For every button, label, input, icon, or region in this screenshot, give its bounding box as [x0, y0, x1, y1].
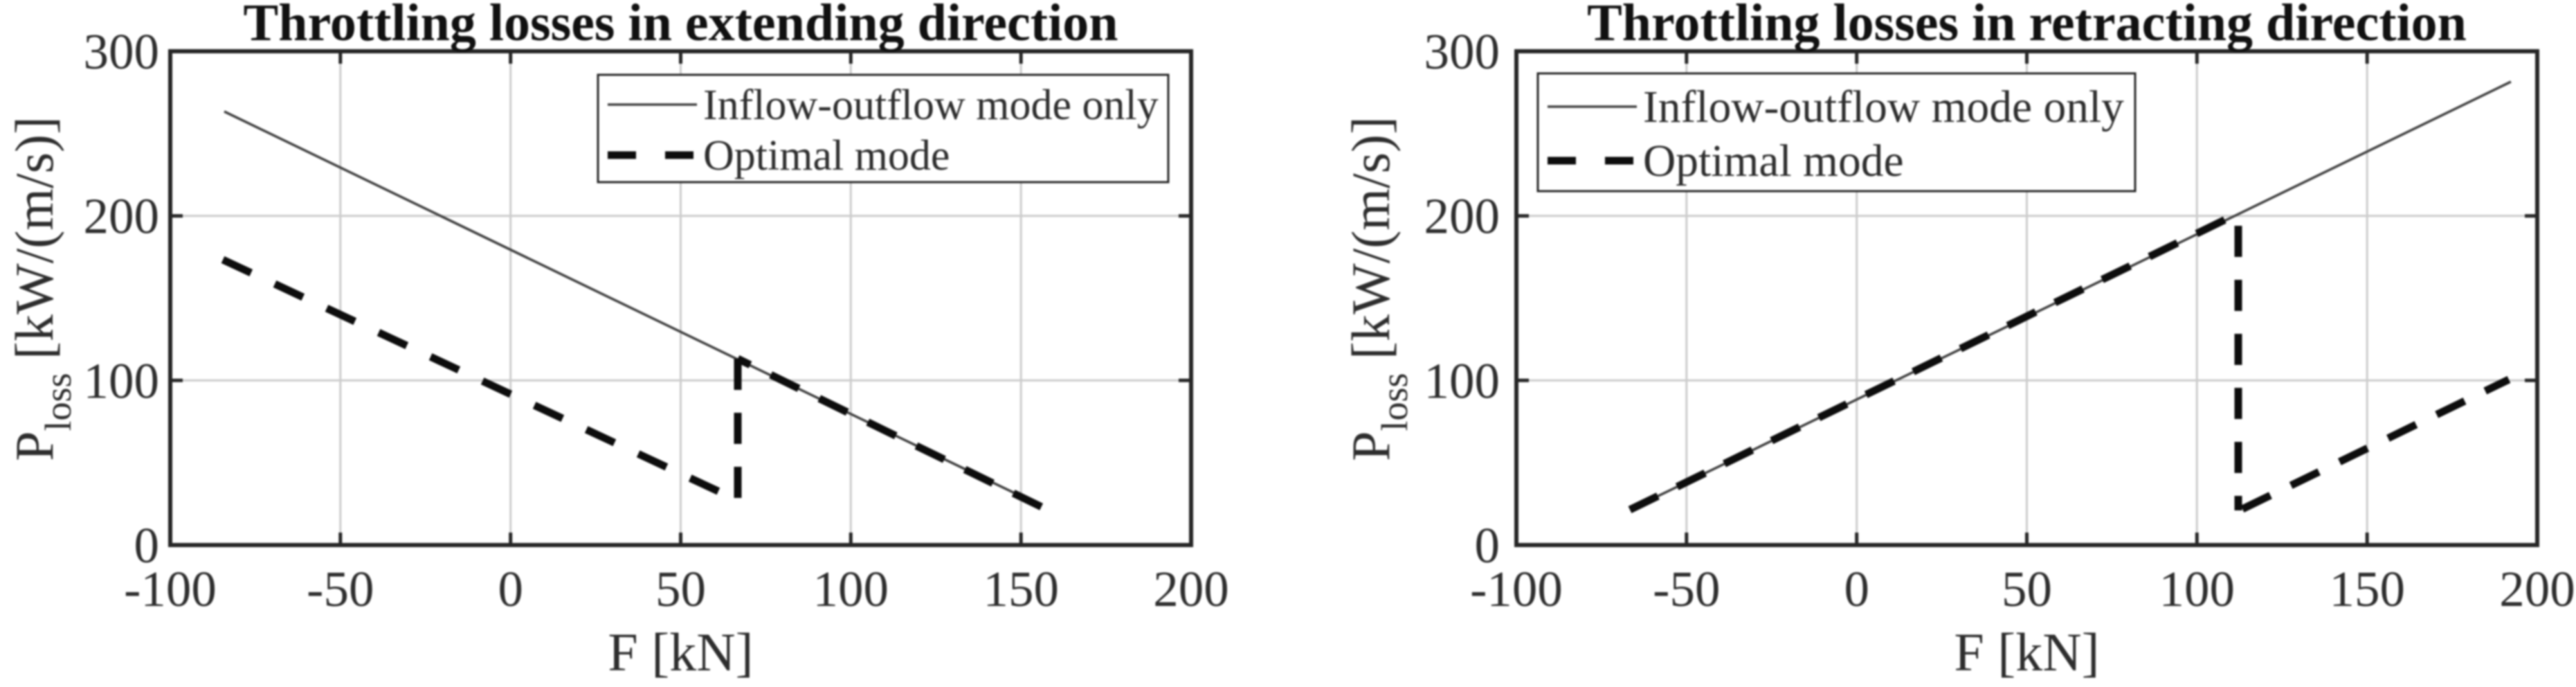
- svg-text:F [kN]: F [kN]: [1954, 622, 2099, 682]
- svg-text:200: 200: [2499, 561, 2575, 617]
- svg-text:Inflow-outflow mode only: Inflow-outflow mode only: [1643, 82, 2124, 132]
- svg-text:-100: -100: [124, 561, 217, 617]
- svg-text:Optimal mode: Optimal mode: [1643, 136, 1904, 186]
- svg-text:0: 0: [498, 561, 523, 617]
- svg-text:Optimal mode: Optimal mode: [703, 132, 950, 179]
- svg-text:50: 50: [2002, 561, 2052, 617]
- svg-text:100: 100: [2159, 561, 2235, 617]
- svg-text:200: 200: [1153, 561, 1229, 617]
- svg-text:150: 150: [2329, 561, 2405, 617]
- svg-text:200: 200: [1424, 188, 1500, 244]
- svg-text:100: 100: [813, 561, 889, 617]
- svg-text:Inflow-outflow mode only: Inflow-outflow mode only: [703, 82, 1159, 129]
- svg-text:300: 300: [84, 24, 160, 80]
- svg-text:-50: -50: [1653, 561, 1720, 617]
- svg-text:50: 50: [655, 561, 706, 617]
- svg-text:0: 0: [134, 517, 160, 573]
- svg-text:Throttling losses in extending: Throttling losses in extending direction: [244, 0, 1118, 52]
- svg-text:200: 200: [84, 188, 160, 244]
- svg-text:0: 0: [1844, 561, 1869, 617]
- svg-text:0: 0: [1475, 517, 1500, 573]
- svg-text:-100: -100: [1470, 561, 1563, 617]
- svg-text:Throttling losses in retractin: Throttling losses in retracting directio…: [1587, 0, 2467, 52]
- svg-text:300: 300: [1424, 24, 1500, 80]
- svg-text:150: 150: [983, 561, 1059, 617]
- svg-text:-50: -50: [307, 561, 374, 617]
- svg-text:F [kN]: F [kN]: [608, 622, 753, 682]
- svg-text:100: 100: [84, 353, 160, 409]
- svg-text:100: 100: [1424, 353, 1500, 409]
